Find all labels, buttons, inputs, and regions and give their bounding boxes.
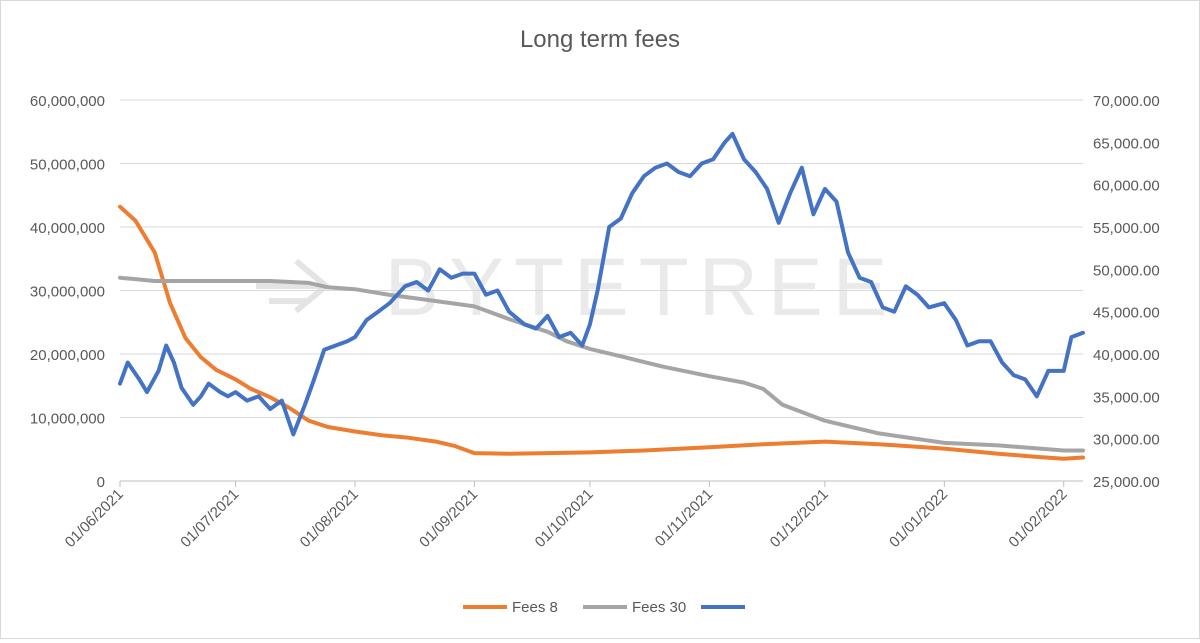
right-tick-label: 25,000.00: [1093, 474, 1160, 491]
right-tick-label: 60,000.00: [1093, 178, 1160, 195]
left-tick-label: 10,000,000: [30, 411, 105, 428]
left-tick-label: 20,000,000: [30, 347, 105, 364]
left-tick-label: 50,000,000: [30, 157, 105, 174]
x-tick-label: 01/08/2021: [297, 486, 362, 551]
right-tick-label: 45,000.00: [1093, 305, 1160, 322]
grid-lines: [120, 99, 1083, 418]
x-tick-label: 01/06/2021: [62, 486, 127, 551]
left-tick-label: 0: [97, 474, 105, 491]
watermark-text: BYTETREE: [385, 242, 898, 333]
x-tick-label: 01/11/2021: [652, 486, 716, 550]
series-layer: [118, 131, 1085, 461]
x-tick-label: 01/07/2021: [177, 486, 242, 551]
left-axis: 0 10,000,000 20,000,000 30,000,000 40,000,00…: [30, 93, 105, 491]
series-line-1: [118, 204, 1085, 461]
legend-label: Fees 30: [632, 599, 686, 616]
left-tick-label: 40,000,000: [30, 220, 105, 237]
legend: Fees 8 Fees 30: [463, 599, 745, 616]
left-tick-label: 30,000,000: [30, 284, 105, 301]
legend-label: Fees 8: [512, 599, 558, 616]
x-axis: 01/06/2021 01/07/2021 01/08/2021 01/09/2021…: [62, 480, 1083, 551]
x-tick-label: 01/01/2022: [886, 486, 951, 551]
x-tick-label: 01/09/2021: [416, 486, 481, 551]
right-tick-label: 35,000.00: [1093, 389, 1160, 406]
x-tick-label: 01/02/2022: [1005, 486, 1070, 551]
right-tick-label: 30,000.00: [1093, 432, 1160, 449]
x-tick-label: 01/10/2021: [532, 486, 597, 551]
right-tick-label: 50,000.00: [1093, 262, 1160, 279]
chart-title: Long term fees: [520, 26, 680, 53]
right-tick-label: 70,000.00: [1093, 93, 1160, 110]
x-tick-label: 01/12/2021: [767, 486, 832, 551]
left-tick-label: 60,000,000: [30, 93, 105, 110]
series-line-3: [118, 131, 1085, 437]
right-tick-label: 55,000.00: [1093, 220, 1160, 237]
right-axis: 25,000.00 30,000.00 35,000.00 40,000.00 45,0…: [1093, 93, 1160, 491]
right-tick-label: 65,000.00: [1093, 135, 1160, 152]
right-tick-label: 40,000.00: [1093, 347, 1160, 364]
